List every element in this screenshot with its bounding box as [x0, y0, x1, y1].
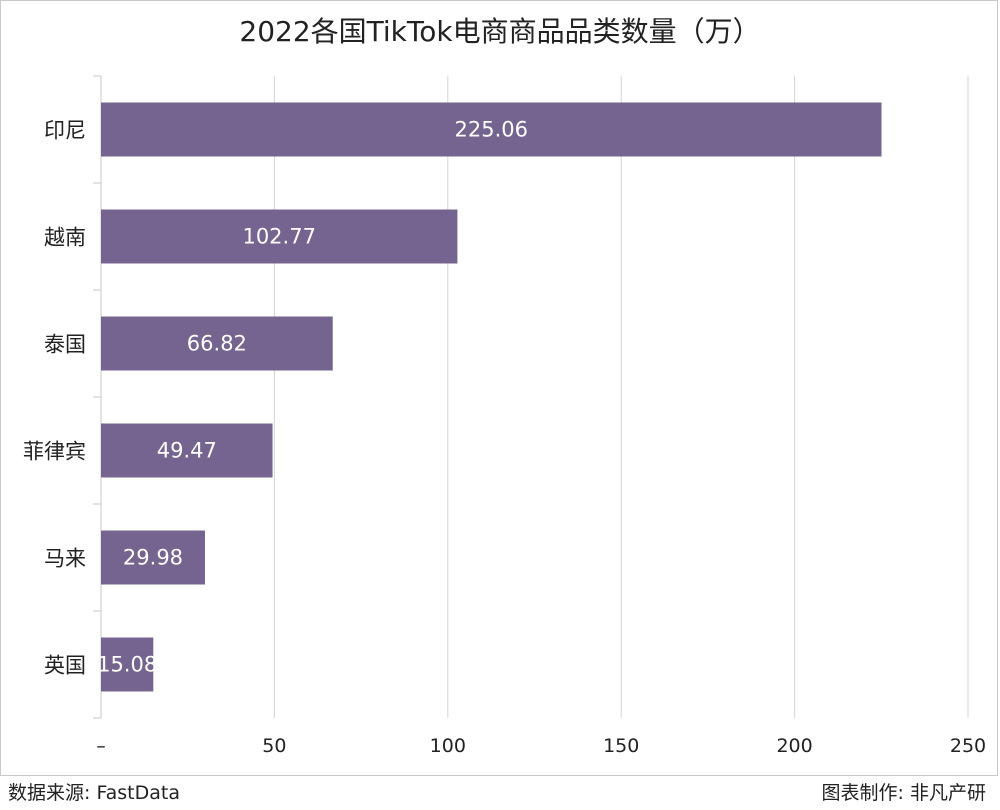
bar: [101, 209, 458, 264]
x-tick-label: –: [96, 735, 106, 757]
bar: [101, 102, 882, 157]
data-label: 49.47: [157, 439, 217, 463]
bar: [101, 530, 205, 585]
chart-credit-note: 图表制作: 非凡产研: [821, 782, 986, 804]
x-tick-label: 100: [430, 735, 466, 757]
bar: [101, 316, 333, 371]
chart-title: 2022各国TikTok电商商品品类数量（万）: [239, 15, 761, 48]
data-label: 29.98: [123, 546, 183, 570]
bar: [101, 423, 273, 478]
category-label: 印尼: [44, 119, 86, 143]
bar: [101, 637, 154, 692]
category-label: 泰国: [44, 333, 86, 357]
x-tick-label: 200: [776, 735, 812, 757]
category-label: 马来: [44, 547, 86, 571]
data-label: 102.77: [242, 225, 315, 249]
data-label: 66.82: [187, 332, 247, 356]
data-label: 15.08: [97, 653, 157, 677]
category-label: 菲律宾: [23, 440, 86, 464]
x-tick-label: 50: [262, 735, 286, 757]
category-label: 英国: [44, 654, 86, 678]
data-source-note: 数据来源: FastData: [8, 782, 180, 804]
category-label: 越南: [44, 226, 86, 250]
x-tick-label: 250: [950, 735, 986, 757]
data-label: 225.06: [455, 118, 528, 142]
bar-chart: 225.06 印尼 102.77 越南 66.82 泰国 49.47 菲律宾 29.98 马来 15…: [23, 75, 986, 757]
x-tick-label: 150: [603, 735, 639, 757]
chart-frame: [0, 0, 998, 776]
